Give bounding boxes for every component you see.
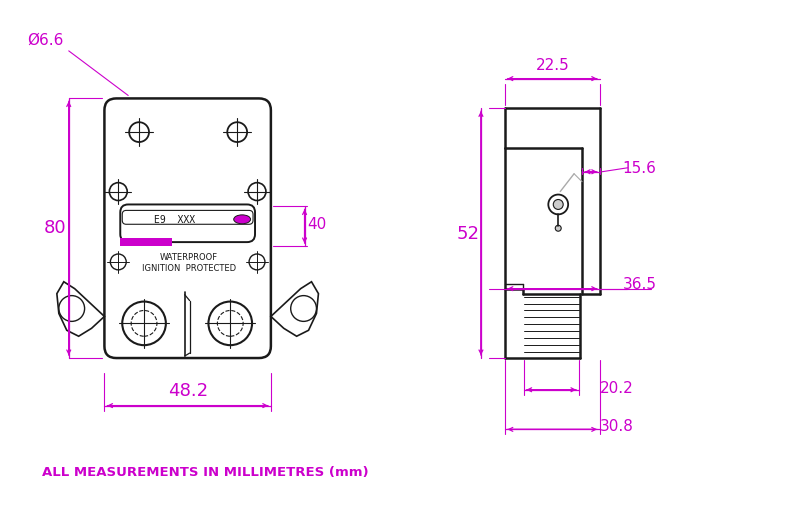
Text: 36.5: 36.5 <box>622 277 657 292</box>
Text: 52: 52 <box>457 225 479 243</box>
Text: 22.5: 22.5 <box>535 58 569 73</box>
Circle shape <box>554 200 563 210</box>
Text: 20.2: 20.2 <box>600 381 634 395</box>
Text: 80: 80 <box>43 219 66 237</box>
Text: WATERPROOF: WATERPROOF <box>159 253 218 262</box>
Bar <box>120 239 172 246</box>
Ellipse shape <box>234 215 250 224</box>
Text: IGNITION  PROTECTED: IGNITION PROTECTED <box>142 264 236 273</box>
Text: ALL MEASUREMENTS IN MILLIMETRES (mm): ALL MEASUREMENTS IN MILLIMETRES (mm) <box>42 466 369 478</box>
Text: 15.6: 15.6 <box>622 161 657 176</box>
Circle shape <box>555 226 562 232</box>
Text: E9  XXX: E9 XXX <box>154 215 195 225</box>
Text: 30.8: 30.8 <box>600 418 634 433</box>
Text: 40: 40 <box>307 216 326 231</box>
Text: 48.2: 48.2 <box>167 381 208 399</box>
Text: Ø6.6: Ø6.6 <box>26 33 63 47</box>
